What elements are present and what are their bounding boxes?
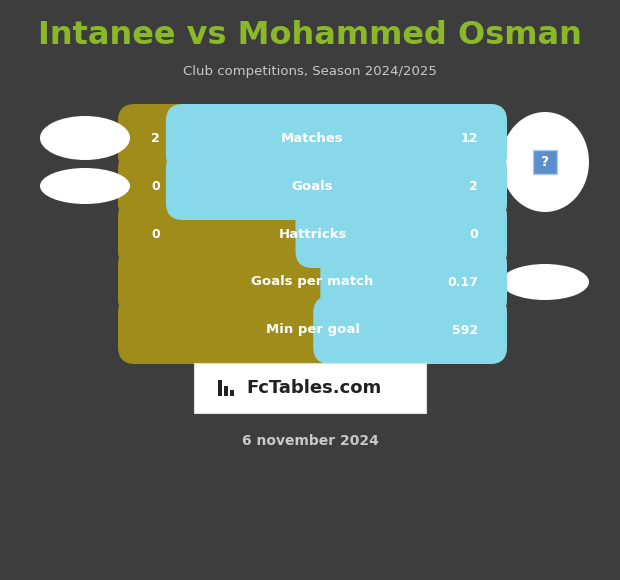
- Text: Goals per match: Goals per match: [251, 276, 374, 288]
- Text: Matches: Matches: [281, 132, 344, 144]
- FancyBboxPatch shape: [166, 104, 507, 172]
- FancyBboxPatch shape: [230, 390, 234, 396]
- Text: Intanee vs Mohammed Osman: Intanee vs Mohammed Osman: [38, 20, 582, 50]
- FancyBboxPatch shape: [118, 248, 507, 316]
- FancyBboxPatch shape: [533, 150, 557, 174]
- Text: 0: 0: [469, 227, 478, 241]
- FancyBboxPatch shape: [321, 248, 507, 316]
- FancyBboxPatch shape: [118, 104, 507, 172]
- Text: Min per goal: Min per goal: [265, 324, 360, 336]
- FancyBboxPatch shape: [194, 363, 426, 413]
- FancyBboxPatch shape: [118, 152, 507, 220]
- Text: 0: 0: [151, 227, 160, 241]
- FancyBboxPatch shape: [313, 296, 507, 364]
- Text: 0: 0: [151, 179, 160, 193]
- Ellipse shape: [40, 116, 130, 160]
- Ellipse shape: [40, 168, 130, 204]
- Text: Goals: Goals: [291, 179, 334, 193]
- FancyBboxPatch shape: [224, 386, 228, 396]
- Ellipse shape: [501, 112, 589, 212]
- Text: Club competitions, Season 2024/2025: Club competitions, Season 2024/2025: [183, 66, 437, 78]
- Text: 0.17: 0.17: [447, 276, 478, 288]
- Text: Hattricks: Hattricks: [278, 227, 347, 241]
- Text: 12: 12: [461, 132, 478, 144]
- Text: 2: 2: [469, 179, 478, 193]
- Ellipse shape: [501, 264, 589, 300]
- Text: 2: 2: [151, 132, 160, 144]
- FancyBboxPatch shape: [118, 200, 507, 268]
- Text: 6 november 2024: 6 november 2024: [242, 434, 378, 448]
- Text: 592: 592: [452, 324, 478, 336]
- Text: FcTables.com: FcTables.com: [246, 379, 381, 397]
- FancyBboxPatch shape: [296, 200, 507, 268]
- FancyBboxPatch shape: [166, 152, 507, 220]
- Text: ?: ?: [541, 155, 549, 169]
- FancyBboxPatch shape: [218, 380, 222, 396]
- FancyBboxPatch shape: [118, 296, 507, 364]
